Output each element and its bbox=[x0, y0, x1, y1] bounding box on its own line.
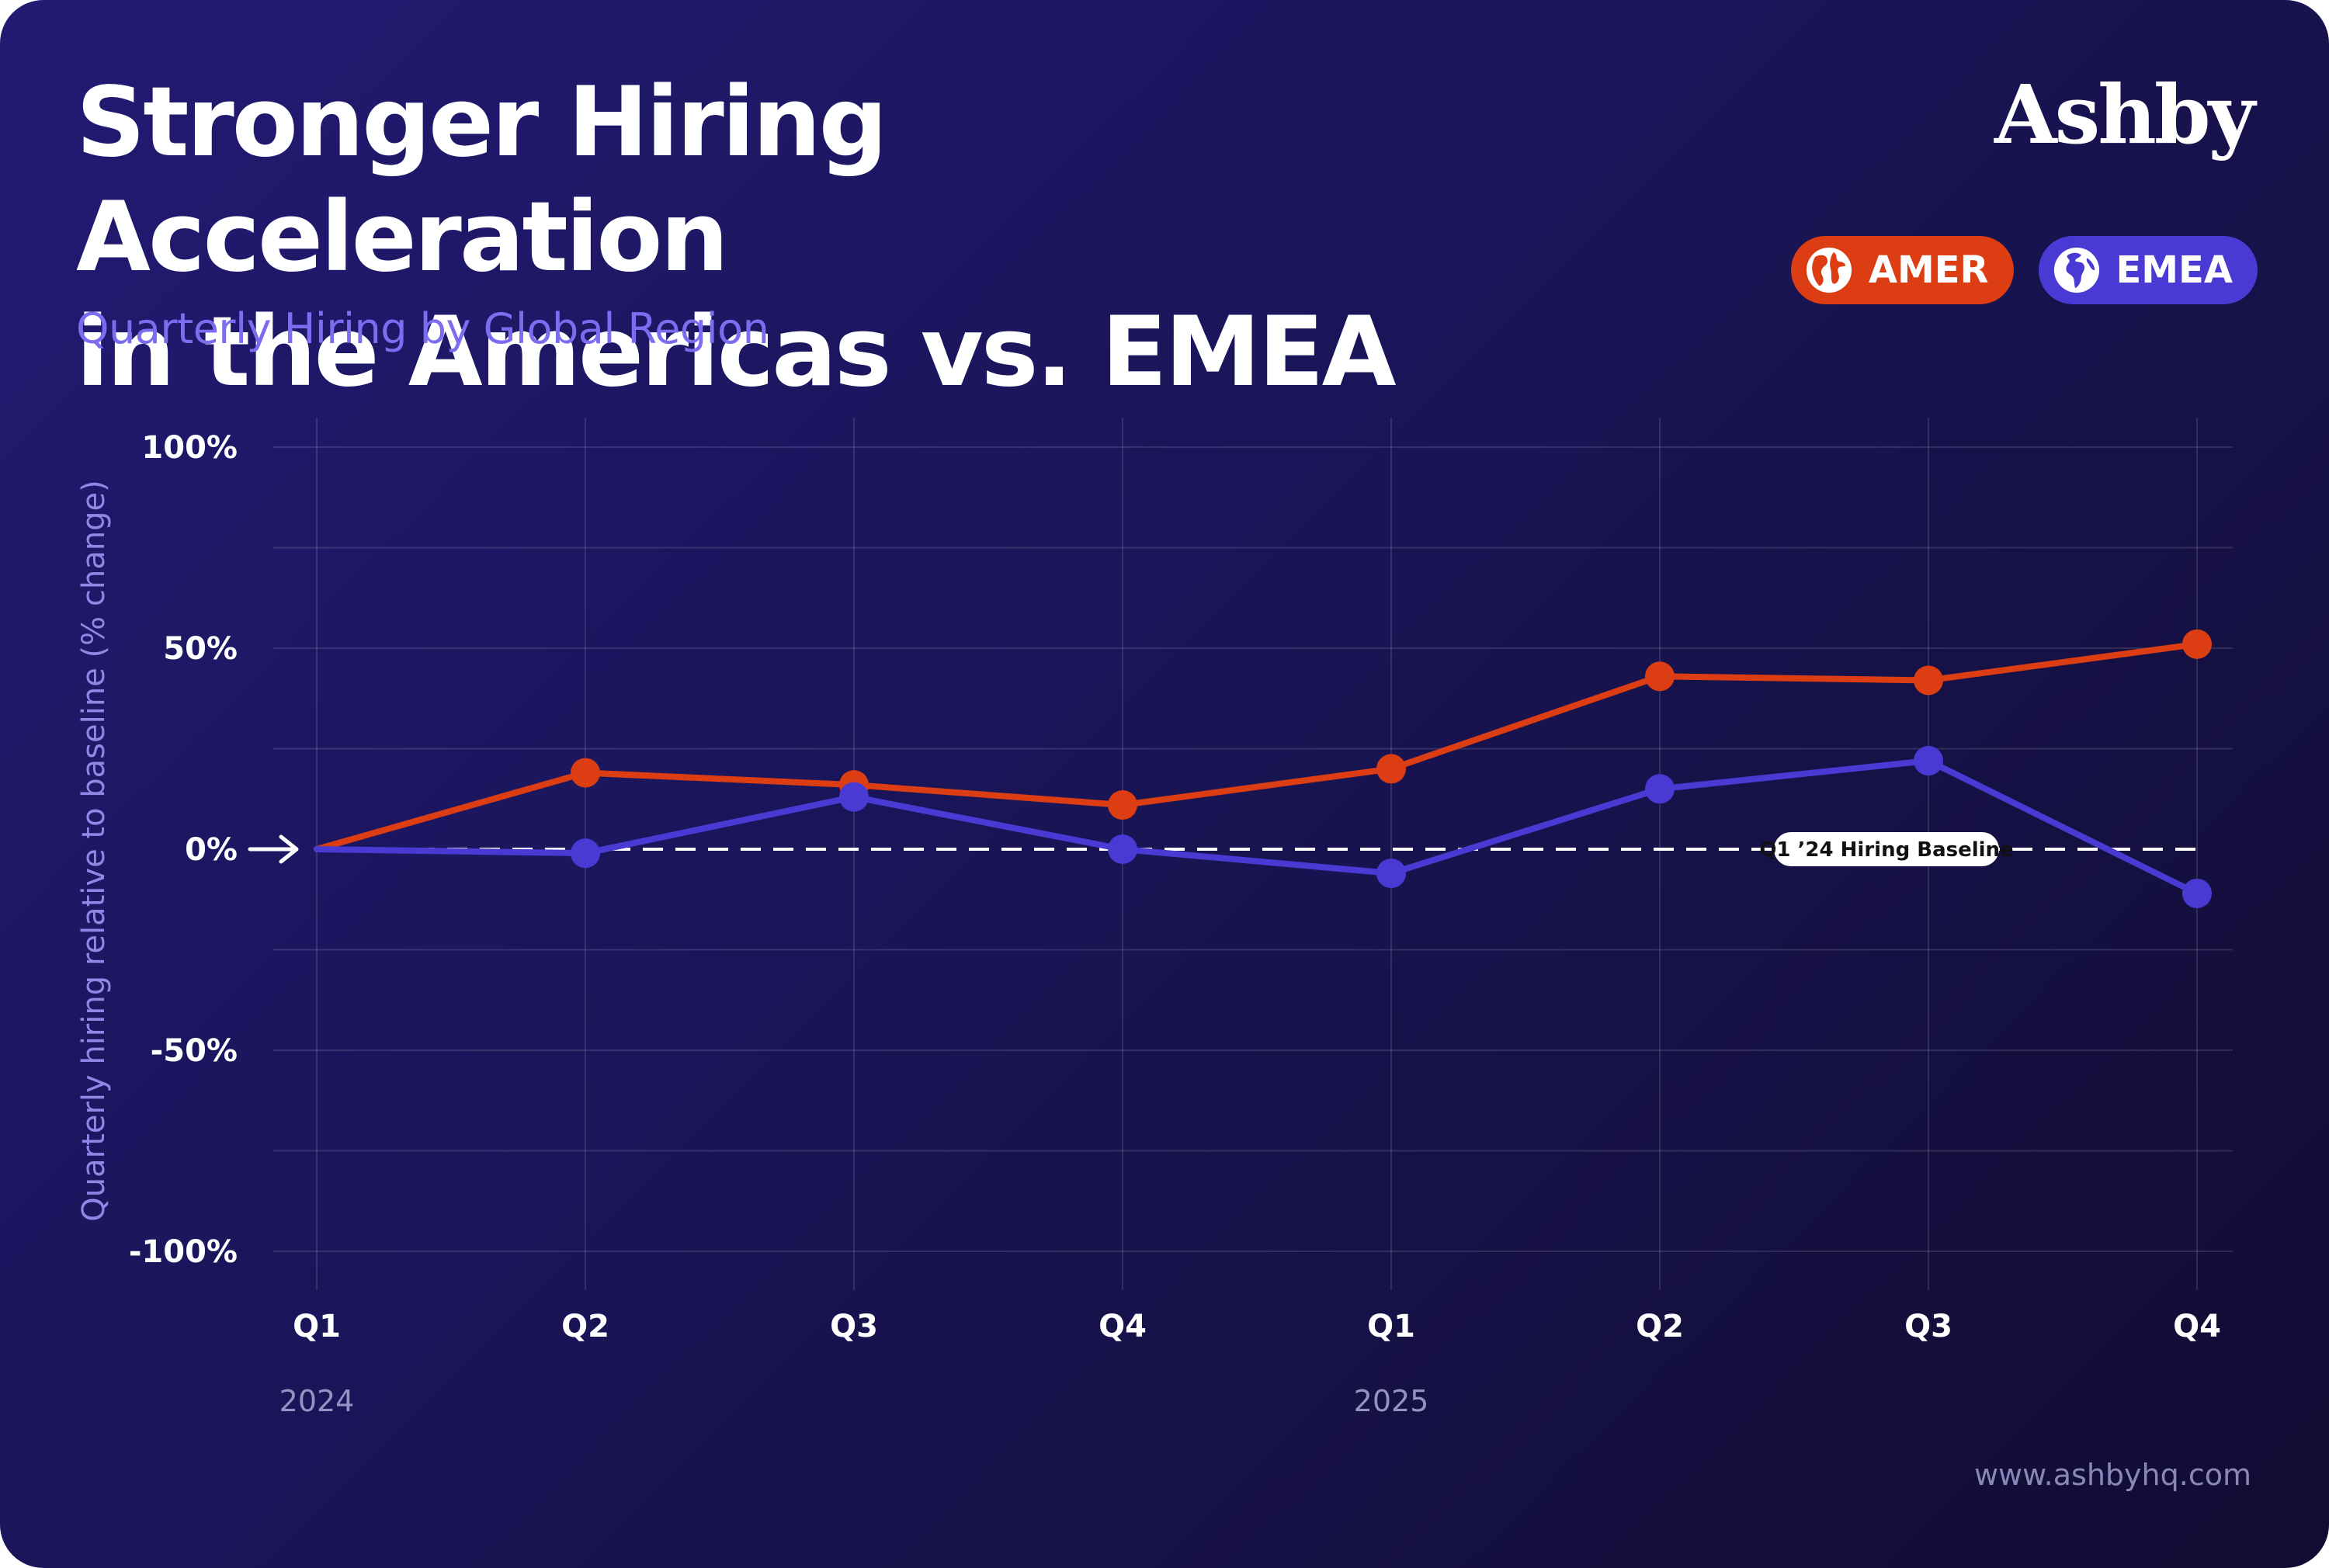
data-point-amer bbox=[1645, 661, 1675, 692]
data-point-amer bbox=[2182, 629, 2212, 659]
x-tick-label: Q2 bbox=[561, 1309, 609, 1344]
ashby-logo: Ashby bbox=[1994, 67, 2255, 162]
x-year-label: 2024 bbox=[279, 1384, 355, 1418]
baseline-label: Q1 ’24 Hiring Baseline bbox=[1759, 838, 2013, 862]
y-tick-label: 0% bbox=[185, 832, 238, 868]
chart-title-line-2: in the Americas vs. EMEA bbox=[76, 297, 1397, 408]
legend-item-amer: AMER bbox=[1790, 236, 2014, 304]
baseline-group: Q1 ’24 Hiring Baseline bbox=[248, 832, 2197, 866]
baseline-label-pill bbox=[1774, 832, 1999, 866]
x-tick-label: Q4 bbox=[2173, 1309, 2221, 1344]
data-point-emea bbox=[839, 782, 869, 812]
data-point-amer bbox=[571, 758, 600, 788]
globe-europe-africa-icon bbox=[2053, 247, 2099, 293]
y-tick-label: 50% bbox=[163, 631, 238, 667]
baseline-arrow-icon bbox=[248, 834, 299, 864]
y-axis-label: Quarterly hiring relative to baseline (%… bbox=[76, 480, 112, 1221]
chart-subtitle: Quarterly Hiring by Global Region bbox=[76, 304, 769, 353]
y-tick-label: 100% bbox=[141, 430, 238, 466]
x-tick-label: Q1 bbox=[293, 1309, 341, 1344]
x-tick-label: Q3 bbox=[830, 1309, 878, 1344]
chart-title: Stronger Hiring Acceleration in the Amer… bbox=[76, 65, 1551, 410]
chart-title-line-1: Stronger Hiring Acceleration bbox=[76, 67, 887, 293]
x-tick-label: Q2 bbox=[1636, 1309, 1684, 1344]
data-point-emea bbox=[1376, 859, 1406, 889]
data-point-emea bbox=[1645, 774, 1675, 804]
globe-americas-icon bbox=[1806, 247, 1852, 293]
x-tick-label: Q4 bbox=[1099, 1309, 1147, 1344]
footer-url: www.ashbyhq.com bbox=[1973, 1458, 2251, 1492]
data-point-amer bbox=[1914, 665, 1943, 696]
data-point-emea bbox=[2182, 878, 2212, 908]
x-tick-label: Q3 bbox=[1904, 1309, 1952, 1344]
x-axis: Q1 Q2 Q3 Q4 Q1 Q2 Q3 Q4 2024 2025 bbox=[279, 1309, 2221, 1418]
y-axis: 100% 50% 0% -50% -100% bbox=[129, 430, 238, 1270]
legend-item-emea: EMEA bbox=[2038, 236, 2258, 304]
y-tick-label: -100% bbox=[129, 1234, 238, 1270]
series-group bbox=[314, 629, 2212, 908]
data-point-amer bbox=[1108, 790, 1137, 820]
data-point-amer bbox=[1376, 754, 1406, 784]
legend-label-amer: AMER bbox=[1868, 248, 1989, 292]
data-point-emea bbox=[1108, 834, 1137, 864]
series-line-amer bbox=[314, 640, 2200, 852]
x-tick-label: Q1 bbox=[1367, 1309, 1415, 1344]
data-point-emea bbox=[1914, 746, 1943, 776]
chart-grid bbox=[273, 418, 2233, 1290]
x-year-label: 2025 bbox=[1354, 1384, 1429, 1418]
legend-label-emea: EMEA bbox=[2116, 248, 2234, 292]
data-point-emea bbox=[571, 838, 600, 869]
legend: AMER EMEA bbox=[1790, 236, 2258, 304]
y-tick-label: -50% bbox=[151, 1033, 238, 1069]
series-line-emea bbox=[314, 758, 2200, 897]
